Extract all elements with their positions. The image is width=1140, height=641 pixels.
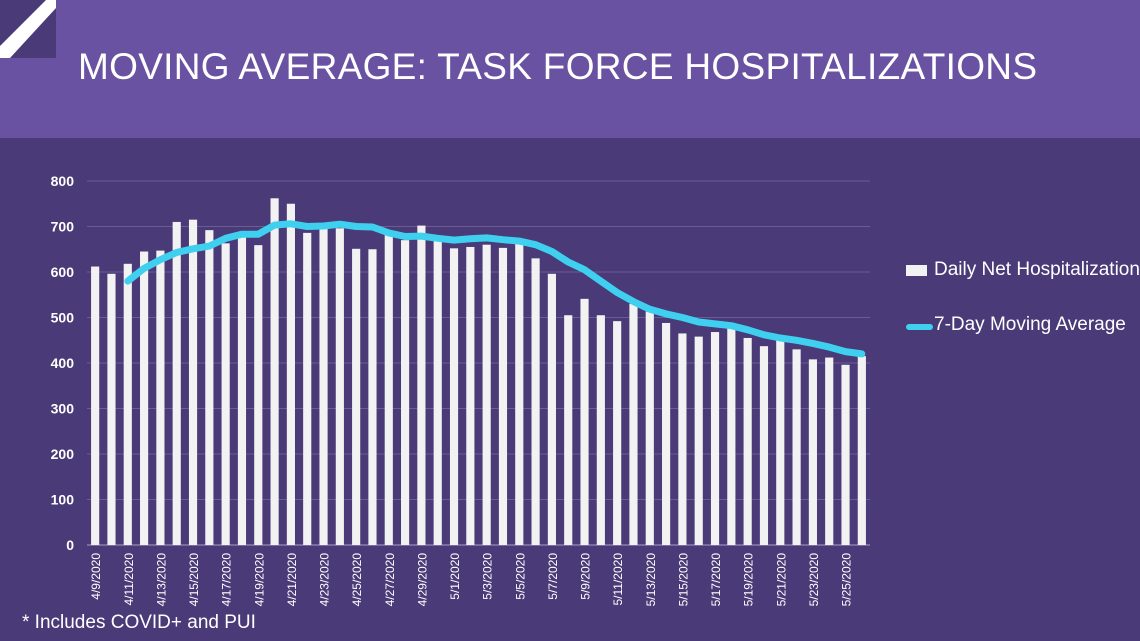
- bar-5/7/2020: [547, 273, 556, 545]
- y-tick-label: 300: [51, 401, 75, 417]
- y-axis-ticks: 0 100 200 300 400 500 600 700 800: [51, 173, 75, 553]
- y-tick-label: 800: [51, 173, 75, 189]
- bar-5/26/2020: [857, 356, 866, 545]
- x-tick-label: 5/15/2020: [676, 553, 690, 607]
- bar-4/14/2020: [172, 221, 181, 545]
- bar-series: [91, 198, 866, 546]
- y-tick-label: 700: [51, 219, 75, 235]
- bar-5/22/2020: [792, 349, 801, 545]
- bar-5/18/2020: [727, 325, 736, 545]
- legend-label-daily: Daily Net Hospitalizations: [934, 259, 1140, 280]
- bar-4/30/2020: [433, 237, 442, 546]
- bar-4/9/2020: [91, 266, 100, 545]
- legend-item-daily: Daily Net Hospitalizations: [906, 258, 1140, 282]
- x-tick-label: 4/15/2020: [187, 553, 201, 607]
- x-tick-label: 5/5/2020: [513, 553, 527, 600]
- bar-5/15/2020: [678, 333, 687, 545]
- x-tick-label: 5/1/2020: [448, 553, 462, 600]
- bar-5/11/2020: [613, 321, 622, 545]
- moving-average-line: [124, 220, 866, 358]
- bar-5/25/2020: [841, 364, 850, 545]
- legend-line-swatch: [906, 324, 933, 330]
- chart-legend: Daily Net Hospitalizations 7-Day Moving …: [906, 258, 1140, 368]
- x-tick-label: 5/25/2020: [840, 553, 854, 607]
- bar-5/4/2020: [498, 247, 508, 545]
- bar-4/11/2020: [123, 263, 132, 545]
- y-tick-label: 600: [51, 264, 75, 280]
- bar-5/12/2020: [629, 303, 638, 545]
- bar-5/5/2020: [515, 242, 524, 546]
- y-tick-label: 100: [51, 492, 75, 508]
- legend-item-average: 7-Day Moving Average: [906, 313, 1140, 337]
- bar-5/20/2020: [759, 346, 769, 545]
- bar-4/26/2020: [368, 249, 377, 545]
- bar-4/19/2020: [254, 245, 263, 545]
- bar-5/23/2020: [808, 359, 817, 545]
- bar-5/2/2020: [466, 246, 475, 545]
- bar-5/14/2020: [662, 322, 671, 545]
- bar-4/20/2020: [270, 198, 279, 546]
- bar-5/10/2020: [596, 315, 605, 545]
- bar-4/24/2020: [335, 228, 344, 545]
- x-tick-label: 4/19/2020: [252, 553, 266, 607]
- x-tick-label: 4/27/2020: [383, 553, 397, 607]
- bar-4/27/2020: [384, 233, 393, 545]
- x-tick-label: 4/23/2020: [318, 553, 332, 607]
- x-axis-ticks: 4/9/2020 4/11/2020 4/13/2020 4/15/2020 4/17/…: [89, 553, 853, 607]
- bar-4/28/2020: [401, 240, 410, 545]
- x-tick-label: 5/21/2020: [774, 553, 788, 607]
- x-tick-label: 5/11/2020: [611, 553, 625, 606]
- page-title: MOVING AVERAGE: TASK FORCE HOSPITALIZATI…: [78, 46, 1038, 87]
- x-tick-label: 5/3/2020: [481, 553, 495, 600]
- footnote: * Includes COVID+ and PUI: [22, 612, 256, 633]
- x-tick-label: 4/29/2020: [415, 553, 429, 607]
- bar-5/21/2020: [776, 340, 785, 545]
- x-tick-label: 4/9/2020: [89, 553, 103, 600]
- bar-5/8/2020: [564, 315, 573, 545]
- x-tick-label: 5/17/2020: [709, 553, 723, 607]
- x-tick-label: 4/17/2020: [220, 553, 234, 607]
- x-tick-label: 5/9/2020: [579, 553, 593, 600]
- bar-5/19/2020: [743, 337, 752, 545]
- bar-4/17/2020: [221, 243, 230, 545]
- x-tick-label: 4/11/2020: [122, 553, 136, 606]
- bar-4/18/2020: [237, 237, 247, 546]
- bar-5/1/2020: [449, 248, 459, 545]
- bar-5/16/2020: [694, 336, 703, 545]
- x-tick-label: 5/7/2020: [546, 553, 560, 600]
- chart-grid: [87, 180, 870, 546]
- bar-4/25/2020: [352, 248, 361, 546]
- x-tick-label: 5/13/2020: [644, 553, 658, 607]
- corner-decoration: [0, 0, 56, 58]
- x-tick-label: 5/19/2020: [742, 553, 756, 607]
- bar-4/10/2020: [107, 273, 116, 545]
- bar-4/12/2020: [140, 251, 149, 545]
- y-tick-label: 0: [66, 537, 74, 553]
- bar-5/17/2020: [710, 332, 720, 545]
- bar-4/15/2020: [188, 219, 198, 546]
- bar-5/24/2020: [825, 357, 834, 545]
- bar-5/13/2020: [645, 311, 654, 545]
- x-tick-label: 4/25/2020: [350, 553, 364, 607]
- x-tick-label: 5/23/2020: [807, 553, 821, 607]
- bar-4/21/2020: [286, 203, 295, 545]
- y-tick-label: 200: [51, 446, 75, 462]
- bar-4/22/2020: [303, 232, 312, 545]
- bar-4/16/2020: [205, 230, 214, 545]
- y-tick-label: 500: [51, 310, 75, 326]
- y-tick-label: 400: [51, 355, 75, 371]
- bar-4/29/2020: [417, 225, 426, 545]
- x-tick-label: 4/13/2020: [154, 553, 168, 607]
- legend-bar-swatch: [906, 265, 927, 276]
- bar-5/3/2020: [482, 244, 491, 545]
- bar-4/13/2020: [156, 250, 165, 546]
- bar-4/23/2020: [319, 226, 328, 545]
- header-banner: MOVING AVERAGE: TASK FORCE HOSPITALIZATI…: [0, 0, 1140, 138]
- x-tick-label: 4/21/2020: [285, 553, 299, 607]
- bar-5/6/2020: [531, 258, 540, 545]
- bar-5/9/2020: [580, 298, 589, 545]
- legend-label-average: 7-Day Moving Average: [934, 314, 1126, 335]
